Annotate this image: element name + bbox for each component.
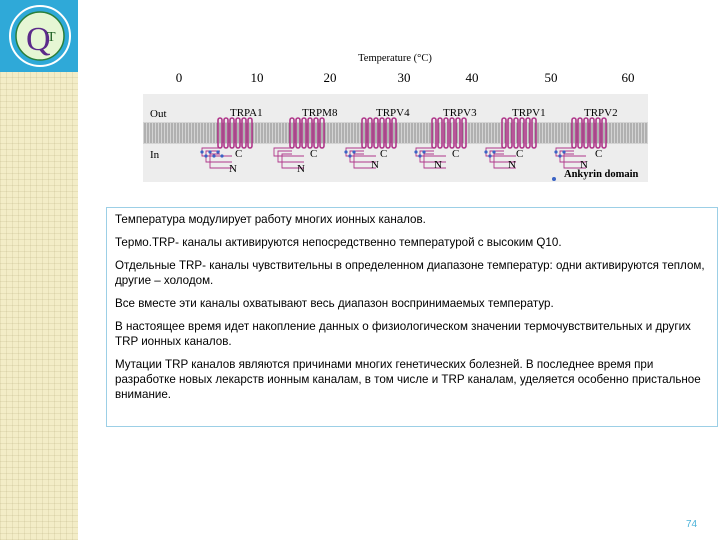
page-number: 74 bbox=[686, 519, 698, 530]
channel-name: TRPA1 bbox=[230, 107, 263, 119]
logo: Q T bbox=[0, 0, 78, 72]
c-terminus-label: C bbox=[595, 148, 602, 160]
n-terminus-label: N bbox=[297, 163, 305, 175]
paragraph: Все вместе эти каналы охватывают весь ди… bbox=[115, 297, 554, 310]
n-terminus-label: N bbox=[508, 159, 516, 171]
trp-temperature-figure: Temperature (°C) 0 10 20 30 40 50 60 Out… bbox=[140, 48, 660, 188]
ankyrin-legend-dot bbox=[552, 177, 556, 181]
axis-title: Temperature (°C) bbox=[358, 53, 432, 64]
channel-name: TRPV4 bbox=[376, 107, 410, 119]
n-terminus-label: N bbox=[580, 159, 588, 171]
channel-name: TRPV3 bbox=[443, 107, 477, 119]
ankyrin-legend-label: Ankyrin domain bbox=[564, 169, 639, 180]
tick-label: 10 bbox=[251, 70, 264, 85]
n-terminus-label: N bbox=[434, 159, 442, 171]
c-terminus-label: C bbox=[516, 148, 523, 160]
paragraph: Отдельные TRP- каналы чувствительны в оп… bbox=[115, 259, 705, 287]
channel-glyph bbox=[484, 117, 537, 169]
paragraph: Температура модулирует работу многих ион… bbox=[115, 213, 426, 226]
tick-label: 0 bbox=[176, 70, 183, 85]
channel-name: TRPM8 bbox=[302, 107, 338, 119]
tick-label: 60 bbox=[622, 70, 635, 85]
c-terminus-label: C bbox=[310, 148, 317, 160]
tick-label: 40 bbox=[466, 70, 479, 85]
c-terminus-label: C bbox=[380, 148, 387, 160]
c-terminus-label: C bbox=[235, 148, 242, 160]
channel-glyph bbox=[273, 117, 325, 169]
paragraph: Мутации TRP каналов являются причинами м… bbox=[115, 358, 701, 401]
logo-inner-letter: T bbox=[47, 30, 56, 45]
sidebar-decoration: Q T bbox=[0, 0, 78, 540]
channel-glyph bbox=[414, 117, 467, 169]
tick-label: 50 bbox=[545, 70, 558, 85]
paragraph: Термо.TRP- каналы активируются непосредс… bbox=[115, 236, 562, 249]
out-label: Out bbox=[150, 108, 167, 120]
channel-glyph bbox=[344, 117, 397, 169]
text-box: Температура модулирует работу многих ион… bbox=[106, 207, 718, 427]
temperature-ticks: 0 10 20 30 40 50 60 bbox=[176, 70, 635, 85]
channel-name: TRPV2 bbox=[584, 107, 618, 119]
channel-glyph bbox=[200, 117, 253, 169]
paragraph: В настоящее время идет накопление данных… bbox=[115, 320, 691, 348]
channel-glyph bbox=[554, 117, 607, 169]
tick-label: 30 bbox=[398, 70, 411, 85]
in-label: In bbox=[150, 149, 160, 161]
n-terminus-label: N bbox=[371, 159, 379, 171]
channel-name: TRPV1 bbox=[512, 107, 546, 119]
n-terminus-label: N bbox=[229, 163, 237, 175]
c-terminus-label: C bbox=[452, 148, 459, 160]
tick-label: 20 bbox=[324, 70, 337, 85]
logo-letter: Q bbox=[26, 21, 51, 58]
